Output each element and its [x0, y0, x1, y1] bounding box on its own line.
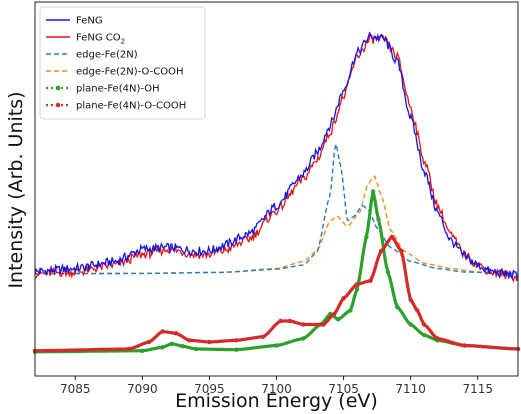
data-point-plane-fe-4n-o-cooh-16 [368, 278, 373, 283]
data-point-plane-fe-4n-o-cooh-11 [301, 322, 306, 327]
data-point-plane-fe-4n-oh-3 [169, 341, 174, 346]
series-line-edge-fe-2n [34, 143, 518, 275]
data-point-plane-fe-4n-oh-4 [180, 344, 185, 349]
legend-label-edge-fe-2n-o-cooh: edge-Fe(2N)-O-COOH [76, 67, 184, 78]
data-point-plane-fe-4n-o-cooh-12 [321, 322, 326, 327]
data-point-plane-fe-4n-o-cooh-20 [408, 297, 413, 303]
x-axis-ticks: 7085 7090 7095 7100 7105 7110 7115 [60, 376, 493, 396]
legend: FeNG FeNG CO2 edge-Fe(2N) edge-Fe(2N)-O-COO… [39, 6, 206, 120]
legend-label-plane-fe-4n-oh: plane-Fe(4N)-OH [76, 84, 160, 95]
x-tick-label-7110: 7110 [395, 382, 426, 396]
data-point-plane-fe-4n-oh-17 [385, 269, 391, 275]
data-point-plane-fe-4n-oh-7 [274, 343, 279, 348]
data-point-plane-fe-4n-oh-11 [336, 317, 341, 322]
data-point-plane-fe-4n-o-cooh-2 [146, 339, 152, 345]
data-point-plane-fe-4n-o-cooh-5 [187, 338, 192, 343]
legend-label-plane-fe-4n-o-cooh: plane-Fe(4N)-O-COOH [76, 101, 186, 112]
data-point-plane-fe-4n-o-cooh-3 [160, 329, 165, 334]
data-point-plane-fe-4n-oh-1 [140, 348, 145, 353]
data-point-plane-fe-4n-oh-16 [376, 217, 381, 222]
data-point-plane-fe-4n-o-cooh-21 [415, 308, 420, 313]
legend-entries: FeNG FeNG CO2 edge-Fe(2N) edge-Fe(2N)-O-COO… [46, 16, 186, 112]
data-point-plane-fe-4n-o-cooh-15 [354, 282, 360, 287]
legend-label-edge-fe-2n: edge-Fe(2N) [76, 50, 138, 61]
data-point-plane-fe-4n-o-cooh-10 [287, 318, 293, 324]
data-point-plane-fe-4n-oh-13 [354, 287, 360, 292]
series-line-feng [34, 31, 519, 280]
data-point-plane-fe-4n-o-cooh-19 [399, 248, 404, 254]
data-point-plane-fe-4n-oh-15 [370, 189, 376, 194]
y-axis-title: Intensity (Arb. Units) [5, 91, 27, 288]
data-point-plane-fe-4n-oh-19 [408, 322, 413, 327]
data-point-plane-fe-4n-o-cooh-23 [435, 336, 440, 341]
data-point-plane-fe-4n-o-cooh-4 [173, 331, 179, 336]
data-point-plane-fe-4n-o-cooh-13 [332, 311, 337, 317]
x-axis-title: Emission Energy (eV) [175, 390, 378, 412]
legend-box [39, 6, 206, 120]
series-layer [32, 31, 521, 354]
data-point-plane-fe-4n-oh-8 [301, 336, 306, 341]
legend-marker-plane-fe-4n-oh [55, 85, 61, 91]
x-tick-label-7085: 7085 [60, 382, 91, 396]
series-line-feng-co2 [34, 33, 519, 283]
data-point-plane-fe-4n-o-cooh-6 [207, 339, 212, 345]
data-point-plane-fe-4n-oh-18 [395, 304, 400, 310]
data-point-plane-fe-4n-o-cooh-22 [421, 322, 427, 327]
legend-marker-plane-fe-4n-o-cooh [55, 102, 61, 108]
x-tick-label-7115: 7115 [462, 382, 493, 396]
x-tick-label-7090: 7090 [127, 382, 158, 396]
data-point-plane-fe-4n-o-cooh-9 [278, 318, 283, 324]
data-point-plane-fe-4n-oh-14 [364, 234, 369, 240]
x-tick-label-7095: 7095 [194, 382, 225, 396]
data-point-plane-fe-4n-oh-2 [160, 345, 165, 350]
x-tick-label-7105: 7105 [328, 382, 359, 396]
data-point-plane-fe-4n-o-cooh-18 [389, 234, 395, 240]
legend-label-feng: FeNG [76, 16, 103, 27]
data-point-plane-fe-4n-o-cooh-8 [260, 334, 266, 339]
data-point-plane-fe-4n-oh-5 [193, 346, 199, 352]
legend-label-feng-co2: FeNG CO2 [76, 33, 125, 46]
data-point-plane-fe-4n-o-cooh-24 [462, 343, 467, 348]
data-point-plane-fe-4n-oh-20 [421, 332, 427, 338]
data-point-plane-fe-4n-o-cooh-7 [234, 338, 239, 343]
x-tick-label-7100: 7100 [261, 382, 292, 396]
data-point-plane-fe-4n-o-cooh-17 [379, 248, 384, 254]
data-point-plane-fe-4n-o-cooh-1 [126, 346, 132, 352]
data-point-plane-fe-4n-o-cooh-14 [341, 296, 346, 301]
data-point-plane-fe-4n-oh-12 [348, 308, 353, 313]
data-point-plane-fe-4n-oh-6 [234, 347, 239, 352]
